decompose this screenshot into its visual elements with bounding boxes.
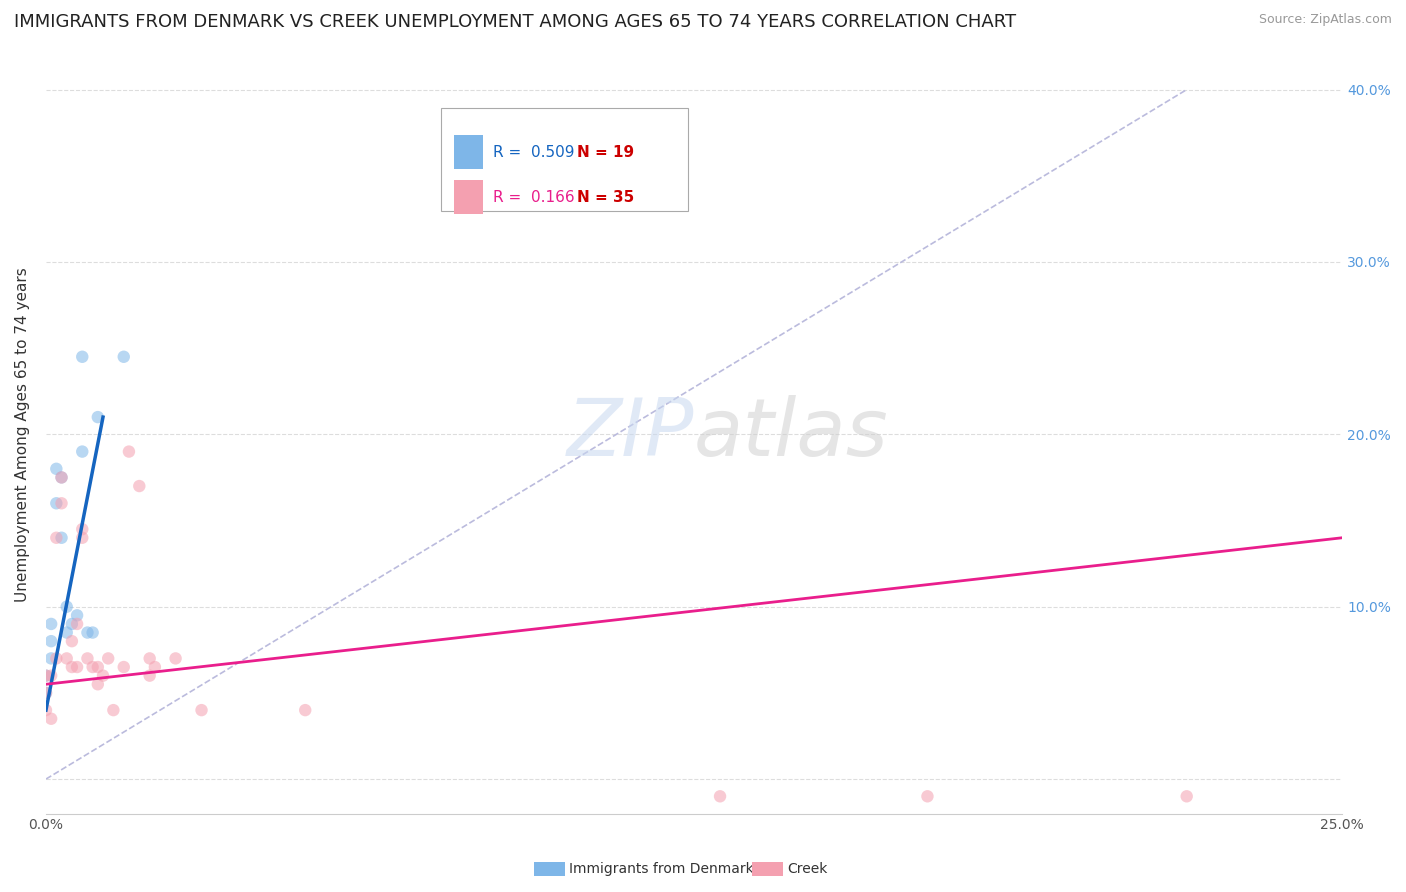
Point xyxy=(87,660,110,674)
Point xyxy=(72,350,94,364)
Point xyxy=(82,660,104,674)
Point xyxy=(103,703,125,717)
Point xyxy=(55,599,77,614)
Point xyxy=(294,703,316,717)
Point xyxy=(51,531,73,545)
Point xyxy=(76,651,98,665)
Text: ZIP: ZIP xyxy=(567,395,695,474)
Point xyxy=(112,350,135,364)
FancyBboxPatch shape xyxy=(441,108,688,211)
Point xyxy=(72,444,94,458)
Point xyxy=(1175,789,1198,804)
Point xyxy=(45,531,67,545)
Point xyxy=(128,479,150,493)
Text: N = 35: N = 35 xyxy=(578,190,634,205)
Point xyxy=(35,703,58,717)
Text: Creek: Creek xyxy=(787,862,828,876)
Point xyxy=(35,686,58,700)
Y-axis label: Unemployment Among Ages 65 to 74 years: Unemployment Among Ages 65 to 74 years xyxy=(15,267,30,602)
Point xyxy=(97,651,120,665)
Point xyxy=(51,496,73,510)
Point xyxy=(709,789,731,804)
Point xyxy=(917,789,939,804)
Point xyxy=(82,625,104,640)
Point xyxy=(72,531,94,545)
Point xyxy=(72,522,94,536)
Point xyxy=(66,616,89,631)
FancyBboxPatch shape xyxy=(454,136,482,169)
Point xyxy=(143,660,166,674)
Point xyxy=(39,712,62,726)
Text: atlas: atlas xyxy=(695,395,889,474)
Point xyxy=(87,677,110,691)
Point xyxy=(45,496,67,510)
Point xyxy=(60,660,83,674)
Point xyxy=(91,668,114,682)
Point xyxy=(112,660,135,674)
Point xyxy=(76,625,98,640)
Point xyxy=(55,625,77,640)
Point xyxy=(39,616,62,631)
Point xyxy=(165,651,187,665)
Point xyxy=(39,651,62,665)
Point xyxy=(39,634,62,648)
Text: Immigrants from Denmark: Immigrants from Denmark xyxy=(569,862,754,876)
FancyBboxPatch shape xyxy=(454,180,482,214)
Point xyxy=(60,616,83,631)
Text: R =  0.509: R = 0.509 xyxy=(494,145,575,160)
Text: Source: ZipAtlas.com: Source: ZipAtlas.com xyxy=(1258,13,1392,27)
Point xyxy=(66,608,89,623)
Point xyxy=(45,462,67,476)
Point xyxy=(45,651,67,665)
Point xyxy=(35,668,58,682)
Point xyxy=(190,703,212,717)
Point xyxy=(51,470,73,484)
Text: IMMIGRANTS FROM DENMARK VS CREEK UNEMPLOYMENT AMONG AGES 65 TO 74 YEARS CORRELAT: IMMIGRANTS FROM DENMARK VS CREEK UNEMPLO… xyxy=(14,13,1017,31)
Text: R =  0.166: R = 0.166 xyxy=(494,190,575,205)
Point xyxy=(138,668,160,682)
Point xyxy=(35,668,58,682)
Point xyxy=(87,410,110,425)
Point xyxy=(138,651,160,665)
Point xyxy=(118,444,141,458)
Point xyxy=(66,660,89,674)
Text: N = 19: N = 19 xyxy=(578,145,634,160)
Point xyxy=(39,668,62,682)
Point xyxy=(60,634,83,648)
Point xyxy=(35,686,58,700)
Point xyxy=(55,651,77,665)
Point xyxy=(51,470,73,484)
